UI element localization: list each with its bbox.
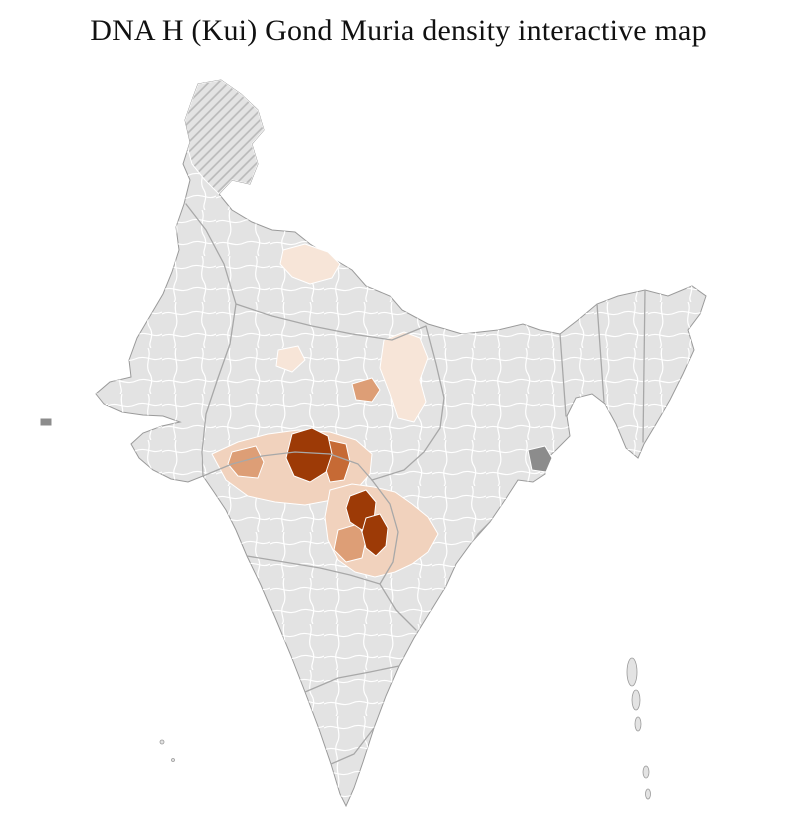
density-group-very-low[interactable] [275,243,429,423]
district-north-foothills-patch[interactable] [279,243,341,285]
density-group-very-high[interactable] [285,427,389,557]
district-small-northeast[interactable] [351,377,381,403]
district-west-belt[interactable] [227,445,265,479]
district-boundary-mesh [96,80,706,806]
district-central-dark-core[interactable] [285,427,333,483]
district-east-plains-strip[interactable] [379,331,429,423]
india-density-map[interactable] [0,72,797,824]
state-boundaries [185,203,646,765]
density-group-medium[interactable] [227,377,381,563]
no-data-west-patch [39,417,53,427]
disputed-territory-hatch [184,80,265,195]
district-small-west-patch[interactable] [275,345,306,373]
no-data-patches [39,417,553,473]
page-title: DNA H (Kui) Gond Muria density interacti… [90,14,707,47]
no-data-east-patch [527,445,553,473]
district-south-cluster-lower-core[interactable] [361,513,389,557]
island-chain [159,657,651,800]
